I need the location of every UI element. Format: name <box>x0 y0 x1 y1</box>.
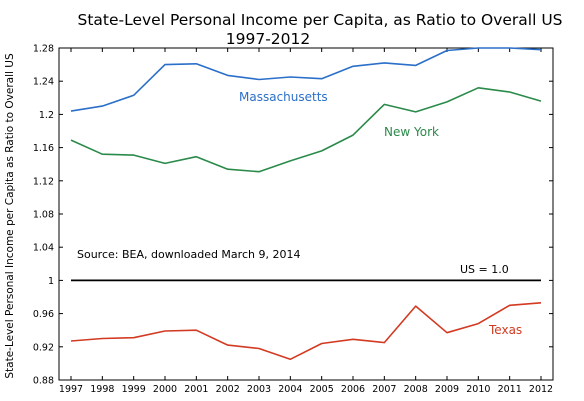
x-tick-label: 2012 <box>529 384 553 395</box>
y-tick-label: 1.2 <box>39 110 54 121</box>
y-tick-label: 1.08 <box>33 210 54 221</box>
y-tick-label: 0.96 <box>33 309 54 320</box>
x-tick-label: 2007 <box>372 384 396 395</box>
x-tick-label: 2002 <box>216 384 240 395</box>
reference-line-label: US = 1.0 <box>460 263 509 276</box>
y-tick-label: 1.16 <box>33 143 54 154</box>
y-axis-label: State-Level Personal Income per Capita a… <box>4 53 16 379</box>
series-line-texas <box>70 302 542 361</box>
x-tick-label: 2000 <box>153 384 177 395</box>
series-line-new-york <box>70 87 542 173</box>
x-tick-label: 2005 <box>310 384 334 395</box>
y-tick-label: 0.92 <box>33 342 54 353</box>
x-tick-label: 2010 <box>466 384 490 395</box>
x-tick-label: 2001 <box>184 384 208 395</box>
y-tick-label: 0.88 <box>33 376 54 387</box>
source-annotation: Source: BEA, downloaded March 9, 2014 <box>77 248 300 261</box>
y-tick-label: 1.12 <box>33 176 54 187</box>
x-tick-label: 2004 <box>278 384 302 395</box>
x-tick-label: 1997 <box>59 384 83 395</box>
series-line-massachusetts <box>70 47 542 112</box>
x-tick-label: 2011 <box>498 384 522 395</box>
y-tick-label: 1.04 <box>33 243 54 254</box>
series-label-massachusetts: Massachusetts <box>239 90 328 104</box>
x-tick-label: 2006 <box>341 384 365 395</box>
x-tick-label: 2008 <box>404 384 428 395</box>
chart-subtitle: 1997-2012 <box>226 30 311 48</box>
y-tick-label: 1 <box>48 276 54 287</box>
chart-title: State-Level Personal Income per Capita, … <box>77 11 562 29</box>
y-tick-label: 1.28 <box>33 44 54 55</box>
series-label-texas: Texas <box>488 323 522 337</box>
x-tick-label: 2009 <box>435 384 459 395</box>
x-tick-label: 1998 <box>90 384 114 395</box>
series-label-new-york: New York <box>384 125 439 139</box>
x-tick-label: 1999 <box>122 384 146 395</box>
y-tick-label: 1.24 <box>33 77 54 88</box>
x-tick-label: 2003 <box>247 384 271 395</box>
